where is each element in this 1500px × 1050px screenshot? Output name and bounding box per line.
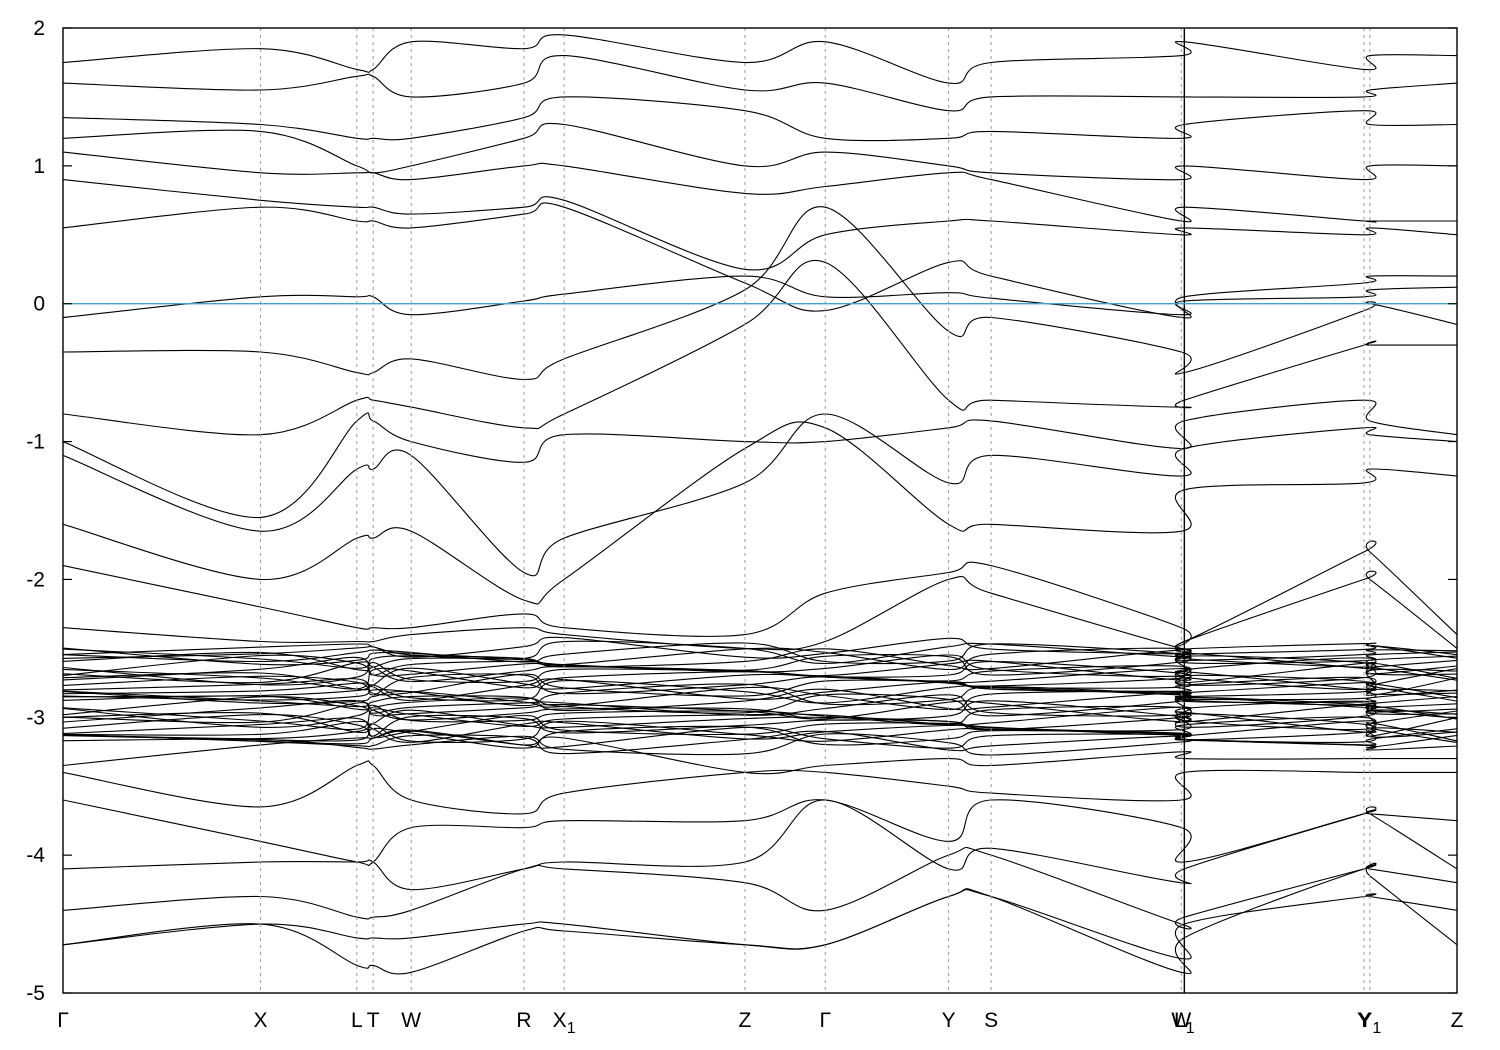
band-line — [63, 55, 1457, 112]
band-line — [63, 151, 1457, 223]
kpoint-label: Z — [739, 1009, 752, 1032]
flat-band-line — [63, 642, 1457, 665]
band-line — [63, 96, 1457, 142]
kpoint-label: S — [984, 1009, 998, 1032]
kpoint-label: Y — [942, 1009, 956, 1032]
band-line — [63, 846, 1457, 930]
band-line — [63, 399, 1457, 518]
flat-band-line — [63, 704, 1457, 728]
flat-band-line — [63, 726, 1457, 749]
band-line — [63, 202, 1457, 319]
y-tick-label: -1 — [26, 431, 45, 454]
band-line — [63, 540, 1457, 647]
band-line — [63, 122, 1457, 181]
kpoint-label: L — [351, 1009, 363, 1032]
band-line — [63, 259, 1457, 436]
flat-band-line — [63, 686, 1457, 711]
band-line — [63, 275, 1457, 319]
y-axis-ticks: 2 1 0 -1 -2 -3 -4 -5 — [26, 17, 1457, 1005]
band-line — [63, 799, 1457, 867]
y-tick-label: -2 — [26, 568, 45, 591]
flat-band-line — [63, 678, 1457, 702]
band-line — [63, 760, 1457, 815]
band-line — [63, 730, 1457, 775]
bands-group — [63, 34, 1457, 975]
band-line — [63, 570, 1457, 654]
y-tick-label: -5 — [26, 982, 45, 1005]
band-line — [63, 421, 1457, 605]
x-axis-ticks: Γ X L T W R X1 Z Γ Y S WL1 YY1 Z — [57, 1009, 1463, 1037]
kpoint-label: X1 — [553, 1009, 576, 1037]
kpoint-label: Γ — [57, 1009, 69, 1032]
kpoint-label: R — [516, 1009, 531, 1032]
kpoint-label: W — [1171, 1009, 1191, 1032]
y-tick-label: -3 — [26, 706, 45, 729]
kpoint-label: Y1 — [1358, 1009, 1381, 1037]
flat-band-line — [63, 709, 1457, 734]
flat-band-line — [63, 720, 1457, 743]
y-tick-label: 2 — [33, 17, 45, 40]
kpoint-label: L1 — [1174, 1009, 1195, 1037]
kpoint-label: Z — [1451, 1009, 1464, 1032]
band-line — [63, 206, 1457, 381]
flat-band-line — [63, 636, 1457, 659]
kpoint-label: Y — [1357, 1009, 1371, 1032]
kpoint-label: X — [254, 1009, 268, 1032]
flat-band-line — [63, 725, 1457, 749]
flat-band-line — [63, 647, 1457, 671]
band-line — [63, 413, 1457, 577]
kpoint-lines-group — [260, 28, 1371, 993]
flat-band-line — [63, 693, 1457, 717]
flat-band-line — [63, 683, 1457, 707]
y-tick-label: -4 — [26, 844, 45, 867]
band-line — [63, 799, 1457, 891]
flat-band-line — [63, 673, 1457, 696]
kpoint-label: W — [401, 1009, 421, 1032]
band-line — [63, 862, 1457, 975]
band-line — [63, 179, 1457, 271]
band-line — [63, 34, 1457, 85]
flat-band-line — [63, 654, 1457, 677]
y-tick-label: 0 — [33, 293, 45, 316]
plot-frame — [62, 27, 1458, 994]
y-tick-label: 1 — [33, 155, 45, 178]
flat-band-line — [63, 706, 1457, 731]
band-line — [63, 889, 1457, 960]
flat-band-line — [63, 640, 1457, 665]
kpoint-label: Γ — [819, 1009, 831, 1032]
kpoint-label: T — [367, 1009, 380, 1032]
